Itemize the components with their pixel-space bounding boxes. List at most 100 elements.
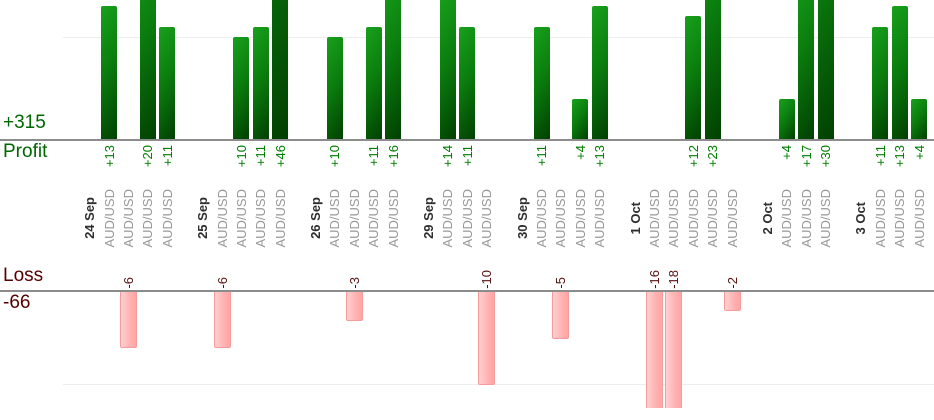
profit-value-area: +12 bbox=[684, 140, 703, 180]
loss-value-area: -3 bbox=[345, 256, 364, 292]
profit-bar[interactable] bbox=[326, 37, 343, 140]
profit-bar[interactable] bbox=[233, 37, 250, 140]
profit-value-area bbox=[625, 140, 644, 180]
day-group: 1 Oct AUD/USD -16 AUD/USD -18 +12 AUD/USD +23 AU… bbox=[625, 0, 741, 408]
profit-bar-area bbox=[571, 0, 590, 140]
trade-column: +10 AUD/USD bbox=[325, 0, 344, 408]
loss-bar-area bbox=[571, 292, 590, 408]
profit-bar[interactable] bbox=[798, 0, 815, 140]
trade-column: +11 AUD/USD bbox=[251, 0, 270, 408]
day-group: 2 Oct +4 AUD/USD +17 AUD/USD +30 AUD/USD bbox=[758, 0, 836, 408]
loss-value-area: -16 bbox=[645, 256, 664, 292]
profit-bar[interactable] bbox=[778, 98, 795, 140]
trade-column: AUD/USD -5 bbox=[551, 0, 570, 408]
trade-column: AUD/USD -16 bbox=[645, 0, 664, 408]
trade-column: AUD/USD -18 bbox=[664, 0, 683, 408]
loss-bar[interactable] bbox=[345, 292, 363, 321]
profit-bar[interactable] bbox=[911, 98, 928, 140]
date-label: 30 Sep bbox=[514, 197, 530, 239]
profit-bar[interactable] bbox=[101, 6, 118, 140]
loss-bar-area bbox=[664, 292, 683, 408]
loss-bar-area bbox=[477, 292, 496, 408]
profit-bar[interactable] bbox=[252, 26, 269, 140]
profit-value-area bbox=[722, 140, 741, 180]
profit-bar[interactable] bbox=[272, 0, 289, 140]
profit-bar-area bbox=[797, 0, 816, 140]
symbol-label: AUD/USD bbox=[779, 188, 795, 248]
loss-value-area bbox=[80, 256, 99, 292]
profit-value-area bbox=[193, 140, 212, 180]
loss-bar[interactable] bbox=[665, 292, 683, 408]
symbol-area: AUD/USD bbox=[138, 180, 157, 256]
loss-bar[interactable] bbox=[552, 292, 570, 339]
loss-bar-area bbox=[232, 292, 251, 408]
profit-value-area: +4 bbox=[571, 140, 590, 180]
loss-bar-area bbox=[80, 292, 99, 408]
profit-bar[interactable] bbox=[817, 0, 834, 140]
date-label: 24 Sep bbox=[82, 197, 98, 239]
loss-bar[interactable] bbox=[645, 292, 663, 408]
loss-bar-area bbox=[645, 292, 664, 408]
profit-value-label: +16 bbox=[385, 145, 401, 168]
loss-bar-area bbox=[212, 292, 231, 408]
trade-column: +12 AUD/USD bbox=[684, 0, 703, 408]
profit-value-label: +13 bbox=[592, 145, 608, 168]
profit-value-label: +23 bbox=[705, 145, 721, 168]
trade-column: +30 AUD/USD bbox=[816, 0, 835, 408]
profit-value-label: +46 bbox=[272, 145, 288, 168]
profit-bar-area bbox=[232, 0, 251, 140]
loss-bar-area bbox=[306, 292, 325, 408]
loss-value-label: -2 bbox=[724, 277, 740, 289]
symbol-label: AUD/USD bbox=[233, 188, 249, 248]
symbol-label: AUD/USD bbox=[159, 188, 175, 248]
profit-bar-area bbox=[364, 0, 383, 140]
profit-bar[interactable] bbox=[459, 26, 476, 140]
symbol-label: AUD/USD bbox=[666, 188, 682, 248]
profit-value-label: +14 bbox=[440, 145, 456, 168]
profit-value-label: +11 bbox=[872, 145, 888, 167]
loss-value-area bbox=[851, 256, 870, 292]
profit-bar[interactable] bbox=[704, 0, 721, 140]
loss-value-area bbox=[325, 256, 344, 292]
profit-bar[interactable] bbox=[685, 16, 702, 140]
profit-bar[interactable] bbox=[365, 26, 382, 140]
profit-bar[interactable] bbox=[159, 26, 176, 140]
profit-bar-area bbox=[80, 0, 99, 140]
loss-bar[interactable] bbox=[478, 292, 496, 385]
loss-bar[interactable] bbox=[723, 292, 741, 312]
loss-bar[interactable] bbox=[213, 292, 231, 349]
loss-value-area bbox=[909, 256, 928, 292]
profit-value-label: +10 bbox=[327, 145, 343, 168]
profit-bar[interactable] bbox=[385, 0, 402, 140]
profit-bar[interactable] bbox=[139, 0, 156, 140]
symbol-area: AUD/USD bbox=[645, 180, 664, 256]
profit-value-area: +11 bbox=[871, 140, 890, 180]
loss-bar-area bbox=[364, 292, 383, 408]
loss-bar[interactable] bbox=[119, 292, 137, 349]
profit-bar[interactable] bbox=[872, 26, 889, 140]
loss-value-area bbox=[271, 256, 290, 292]
profit-bar-area bbox=[816, 0, 835, 140]
profit-bar[interactable] bbox=[572, 98, 589, 140]
profit-value-area bbox=[419, 140, 438, 180]
loss-value-area bbox=[419, 256, 438, 292]
loss-bar-area bbox=[722, 292, 741, 408]
profit-bar-area bbox=[758, 0, 777, 140]
profit-bar-area bbox=[590, 0, 609, 140]
loss-bar-area bbox=[816, 292, 835, 408]
loss-bar-area bbox=[703, 292, 722, 408]
symbol-label: AUD/USD bbox=[534, 188, 549, 248]
profit-bar[interactable] bbox=[533, 26, 550, 140]
profit-bar[interactable] bbox=[439, 0, 456, 140]
trade-column: +10 AUD/USD bbox=[232, 0, 251, 408]
symbol-label: AUD/USD bbox=[459, 188, 475, 248]
loss-value-area bbox=[251, 256, 270, 292]
symbol-area: AUD/USD bbox=[703, 180, 722, 256]
loss-bar-area bbox=[512, 292, 531, 408]
profit-bar[interactable] bbox=[591, 6, 608, 140]
profit-value-area: +17 bbox=[797, 140, 816, 180]
profit-bar[interactable] bbox=[891, 6, 908, 140]
trade-column: +4 AUD/USD bbox=[909, 0, 928, 408]
trade-column: +16 AUD/USD bbox=[383, 0, 402, 408]
chart-columns: 24 Sep +13 AUD/USD AUD/USD -6 +20 AUD/USD +11 AU… bbox=[80, 0, 929, 408]
